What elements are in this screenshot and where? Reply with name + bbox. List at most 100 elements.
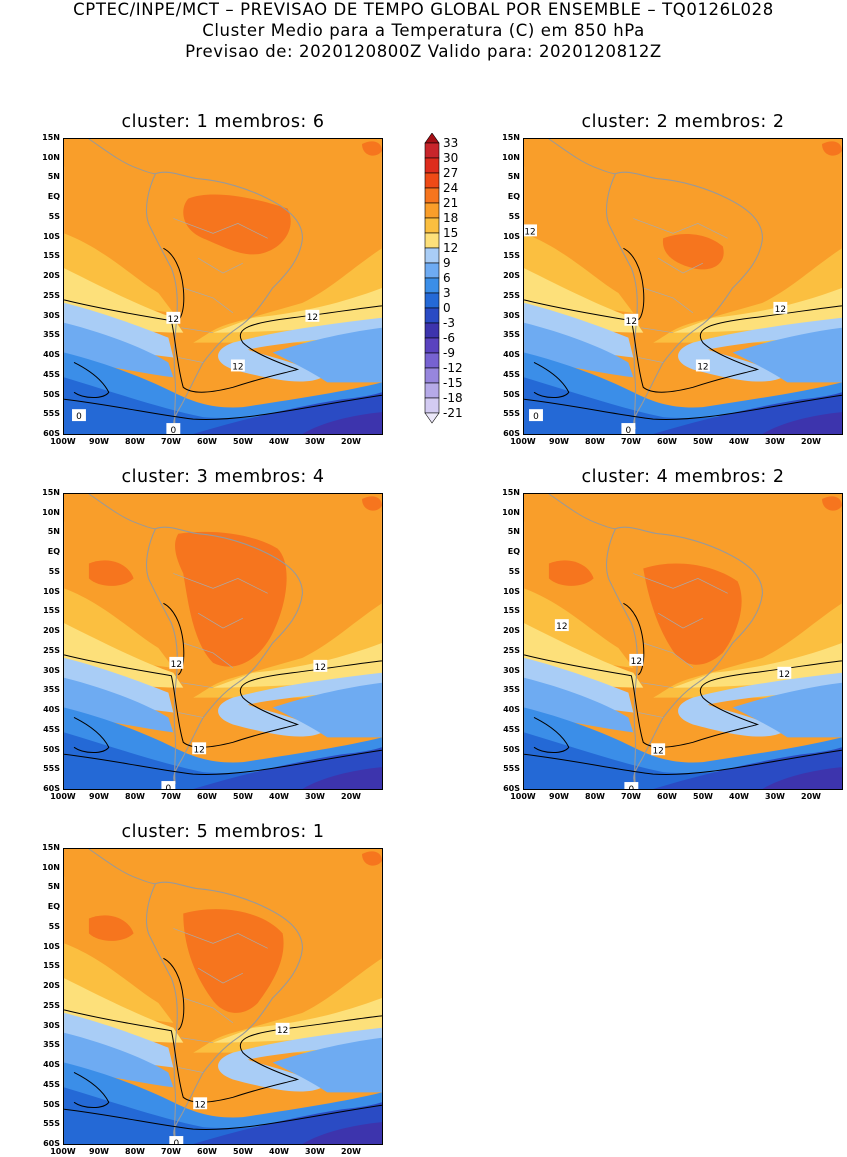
header-line-1: CPTEC/INPE/MCT – PREVISAO DE TEMPO GLOBA… (73, 0, 774, 19)
longitude-tick-label: 70W (161, 437, 181, 446)
latitude-tick-label: 45S (43, 369, 60, 379)
contour-label: 12 (192, 742, 207, 755)
latitude-tick-label: 45S (43, 724, 60, 734)
colorbar-level-label: -6 (443, 331, 455, 345)
latitude-tick-label: 15S (43, 251, 60, 261)
latitude-tick-label: 40S (43, 1060, 60, 1070)
latitude-tick-label: 50S (503, 744, 520, 754)
latitude-tick-label: 25S (503, 290, 520, 300)
latitude-tick-label: 35S (503, 685, 520, 695)
longitude-tick-label: 90W (549, 437, 569, 446)
latitude-tick-label: 15S (503, 606, 520, 616)
panel-title: cluster: 3 membros: 4 (121, 467, 325, 487)
longitude-tick-label: 90W (89, 1147, 109, 1156)
svg-text:0: 0 (626, 426, 632, 435)
latitude-tick-label: EQ (47, 902, 60, 912)
latitude-tick-label: 20S (503, 271, 520, 281)
latitude-tick-label: 30S (503, 665, 520, 675)
colorbar-swatch (424, 217, 440, 234)
colorbar-swatch (424, 367, 440, 384)
colorbar-level-label: -9 (443, 346, 455, 360)
longitude-tick-label: 60W (197, 1147, 217, 1156)
temperature-map: 12 12 12 0 0 (63, 138, 383, 435)
longitude-tick-label: 60W (197, 437, 217, 446)
temperature-colorbar: 33 30 27 24 21 18 15 12 9 6 3 0 -3 -6 -9 -12 -15 -18 -21 (424, 132, 463, 449)
colorbar-level-label: 18 (443, 211, 459, 225)
longitude-tick-label: 70W (161, 1147, 181, 1156)
latitude-tick-label: 50S (43, 1099, 60, 1109)
svg-text:0: 0 (166, 784, 172, 790)
colorbar-swatch (424, 322, 440, 339)
contour-label: 12 (695, 359, 710, 372)
contour-label: 12 (275, 1022, 290, 1036)
latitude-tick-label: 25S (43, 290, 60, 300)
latitude-tick-label: 50S (43, 389, 60, 399)
longitude-tick-label: 30W (305, 437, 325, 446)
latitude-tick-label: 25S (503, 645, 520, 655)
temperature-map: 12 12 12 12 0 0 (523, 138, 843, 435)
latitude-tick-label: 10S (43, 941, 60, 951)
longitude-tick-label: 80W (125, 1147, 145, 1156)
longitude-tick-label: 40W (729, 792, 749, 801)
svg-text:12: 12 (697, 362, 708, 372)
svg-text:12: 12 (524, 227, 535, 237)
latitude-tick-label: 10N (502, 507, 520, 517)
colorbar-swatch (424, 397, 440, 414)
longitude-tick-label: 50W (233, 792, 253, 801)
latitude-tick-label: EQ (47, 547, 60, 557)
latitude-tick-label: 45S (503, 724, 520, 734)
latitude-tick-label: 35S (43, 685, 60, 695)
svg-text:0: 0 (533, 412, 539, 422)
colorbar-level-label: -12 (443, 361, 463, 375)
colorbar-level-label: 12 (443, 241, 459, 255)
latitude-tick-label: 50S (43, 744, 60, 754)
longitude-tick-label: 80W (585, 792, 605, 801)
latitude-tick-label: 25S (43, 1000, 60, 1010)
svg-text:12: 12 (652, 746, 663, 756)
longitude-tick-label: 60W (197, 792, 217, 801)
contour-label: 0 (624, 782, 639, 789)
longitude-tick-label: 50W (233, 1147, 253, 1156)
latitude-tick-label: 30S (503, 310, 520, 320)
svg-text:12: 12 (232, 362, 243, 372)
colorbar-level-label: 3 (443, 286, 451, 300)
colorbar-top-arrow (424, 132, 440, 144)
latitude-tick-label: 15N (502, 133, 520, 142)
svg-text:12: 12 (277, 1026, 288, 1036)
latitude-tick-label: EQ (507, 192, 520, 202)
longitude-tick-label: 100W (50, 437, 76, 446)
svg-text:12: 12 (556, 622, 567, 632)
colorbar-swatch (424, 382, 440, 399)
contour-label: 0 (161, 781, 176, 790)
longitude-tick-label: 50W (233, 437, 253, 446)
latitude-tick-label: 15N (42, 488, 60, 497)
colorbar-swatch (424, 157, 440, 174)
latitude-tick-label: 20S (43, 981, 60, 991)
contour-label: 0 (166, 423, 181, 434)
latitude-tick-label: 60S (43, 784, 60, 793)
latitude-tick-label: 5S (508, 211, 520, 221)
latitude-tick-label: 10N (42, 862, 60, 872)
latitude-tick-label: 15S (503, 251, 520, 261)
latitude-tick-label: 55S (503, 764, 520, 774)
latitude-tick-label: 55S (43, 764, 60, 774)
svg-text:0: 0 (76, 412, 82, 422)
longitude-tick-label: 40W (269, 437, 289, 446)
contour-label: 0 (72, 409, 86, 422)
svg-text:12: 12 (307, 313, 318, 323)
longitude-tick-label: 60W (657, 792, 677, 801)
svg-text:12: 12 (775, 305, 786, 315)
contour-label: 12 (166, 311, 181, 325)
latitude-tick-label: 40S (503, 350, 520, 360)
colorbar-level-label: 15 (443, 226, 459, 240)
colorbar-level-label: 6 (443, 271, 451, 285)
colorbar-level-label: -21 (443, 406, 463, 420)
svg-text:0: 0 (173, 1139, 179, 1145)
latitude-tick-label: 15S (43, 961, 60, 971)
latitude-tick-label: 40S (43, 350, 60, 360)
latitude-tick-label: 60S (43, 429, 60, 438)
contour-label: 0 (529, 409, 543, 422)
colorbar-level-label: 24 (443, 181, 459, 195)
colorbar-level-label: 21 (443, 196, 459, 210)
panel-title: cluster: 4 membros: 2 (581, 467, 785, 487)
